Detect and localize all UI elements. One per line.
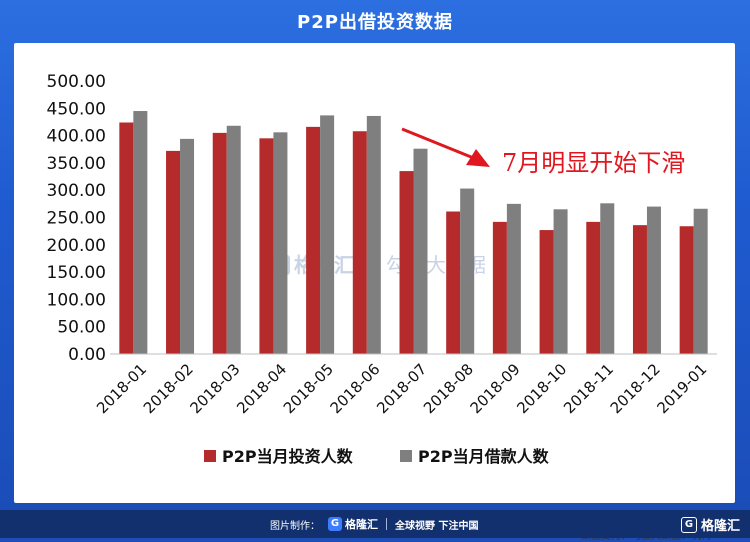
- bar-borrowers: [646, 206, 661, 354]
- legend-swatch: [400, 450, 412, 462]
- bar-investors: [586, 221, 601, 354]
- brand-logo-icon: G: [328, 517, 342, 531]
- annotation-arrow-shaft: [401, 127, 477, 161]
- bar-investors: [306, 126, 321, 354]
- bar-investors: [352, 131, 367, 354]
- legend-swatch: [204, 450, 216, 462]
- bar-investors: [679, 226, 694, 354]
- bar-investors: [212, 132, 227, 354]
- annotation-text: 7月明显开始下滑: [502, 149, 685, 177]
- y-tick-label: 400.00: [47, 127, 106, 147]
- footer-credit: 图片制作： G 格隆汇 全球视野 下注中国: [270, 516, 478, 532]
- footer-brand: G 格隆汇: [328, 516, 378, 532]
- bar-investors: [166, 150, 181, 354]
- bar-borrowers: [133, 111, 148, 354]
- x-tick-label: 2018-10: [513, 360, 570, 417]
- bar-investors: [446, 211, 461, 354]
- y-tick-label: 350.00: [47, 154, 106, 174]
- chart-panel: 格隆汇勾股大数据0.0050.00100.00150.00200.00250.0…: [14, 43, 735, 542]
- footer-brand-name: 格隆汇: [345, 518, 378, 531]
- bar-investors: [539, 230, 554, 354]
- x-tick-label: 2018-11: [560, 360, 617, 417]
- annotation-arrow-head: [466, 149, 490, 167]
- made-by-label: 图片制作：: [270, 520, 320, 532]
- y-tick-label: 500.00: [47, 72, 106, 92]
- x-tick-label: 2019-01: [653, 360, 710, 417]
- y-tick-label: 50.00: [57, 318, 106, 338]
- x-tick-label: 2018-03: [187, 360, 244, 417]
- bar-borrowers: [693, 208, 708, 354]
- bar-borrowers: [273, 132, 288, 354]
- footer-slogan: 全球视野 下注中国: [395, 520, 479, 532]
- x-tick-label: 2018-06: [327, 360, 384, 417]
- y-tick-label: 0.00: [68, 345, 106, 365]
- legend-label: P2P当月投资人数: [222, 447, 354, 466]
- bar-borrowers: [413, 148, 428, 354]
- bar-borrowers: [180, 138, 195, 354]
- footer-right-brand: G 格隆汇: [680, 515, 740, 534]
- bar-borrowers: [226, 125, 241, 354]
- bar-investors: [119, 122, 134, 354]
- x-tick-label: 2018-12: [607, 360, 664, 417]
- y-tick-label: 150.00: [47, 263, 106, 283]
- bar-borrowers: [553, 209, 568, 354]
- bar-investors: [399, 171, 414, 354]
- x-tick-label: 2018-08: [420, 360, 477, 417]
- y-tick-label: 450.00: [47, 99, 106, 119]
- bar-investors: [632, 225, 647, 354]
- bar-investors: [492, 221, 507, 354]
- bar-chart: 格隆汇勾股大数据0.0050.00100.00150.00200.00250.0…: [47, 72, 717, 466]
- brand-logo-icon-right: G: [680, 516, 697, 533]
- x-tick-label: 2018-01: [93, 360, 150, 417]
- y-tick-label: 250.00: [47, 209, 106, 229]
- x-tick-label: 2018-02: [140, 360, 197, 417]
- footer-bar: 图片制作： G 格隆汇 全球视野 下注中国 G 格隆汇: [0, 510, 750, 538]
- footer-divider: [386, 518, 387, 530]
- page-title: P2P出借投资数据: [297, 12, 453, 33]
- bar-borrowers: [506, 203, 521, 354]
- bar-investors: [259, 138, 274, 354]
- legend-label: P2P当月借款人数: [418, 447, 550, 466]
- x-tick-label: 2018-07: [373, 360, 430, 417]
- y-tick-label: 100.00: [47, 290, 106, 310]
- bar-borrowers: [600, 203, 615, 354]
- bar-borrowers: [320, 115, 335, 354]
- x-tick-label: 2018-04: [233, 360, 290, 417]
- x-tick-label: 2018-05: [280, 360, 337, 417]
- footer-right-brand-name: 格隆汇: [700, 519, 740, 534]
- bar-borrowers: [460, 188, 475, 354]
- bar-borrowers: [366, 115, 381, 354]
- x-tick-label: 2018-09: [467, 360, 524, 417]
- y-tick-label: 300.00: [47, 181, 106, 201]
- y-tick-label: 200.00: [47, 236, 106, 256]
